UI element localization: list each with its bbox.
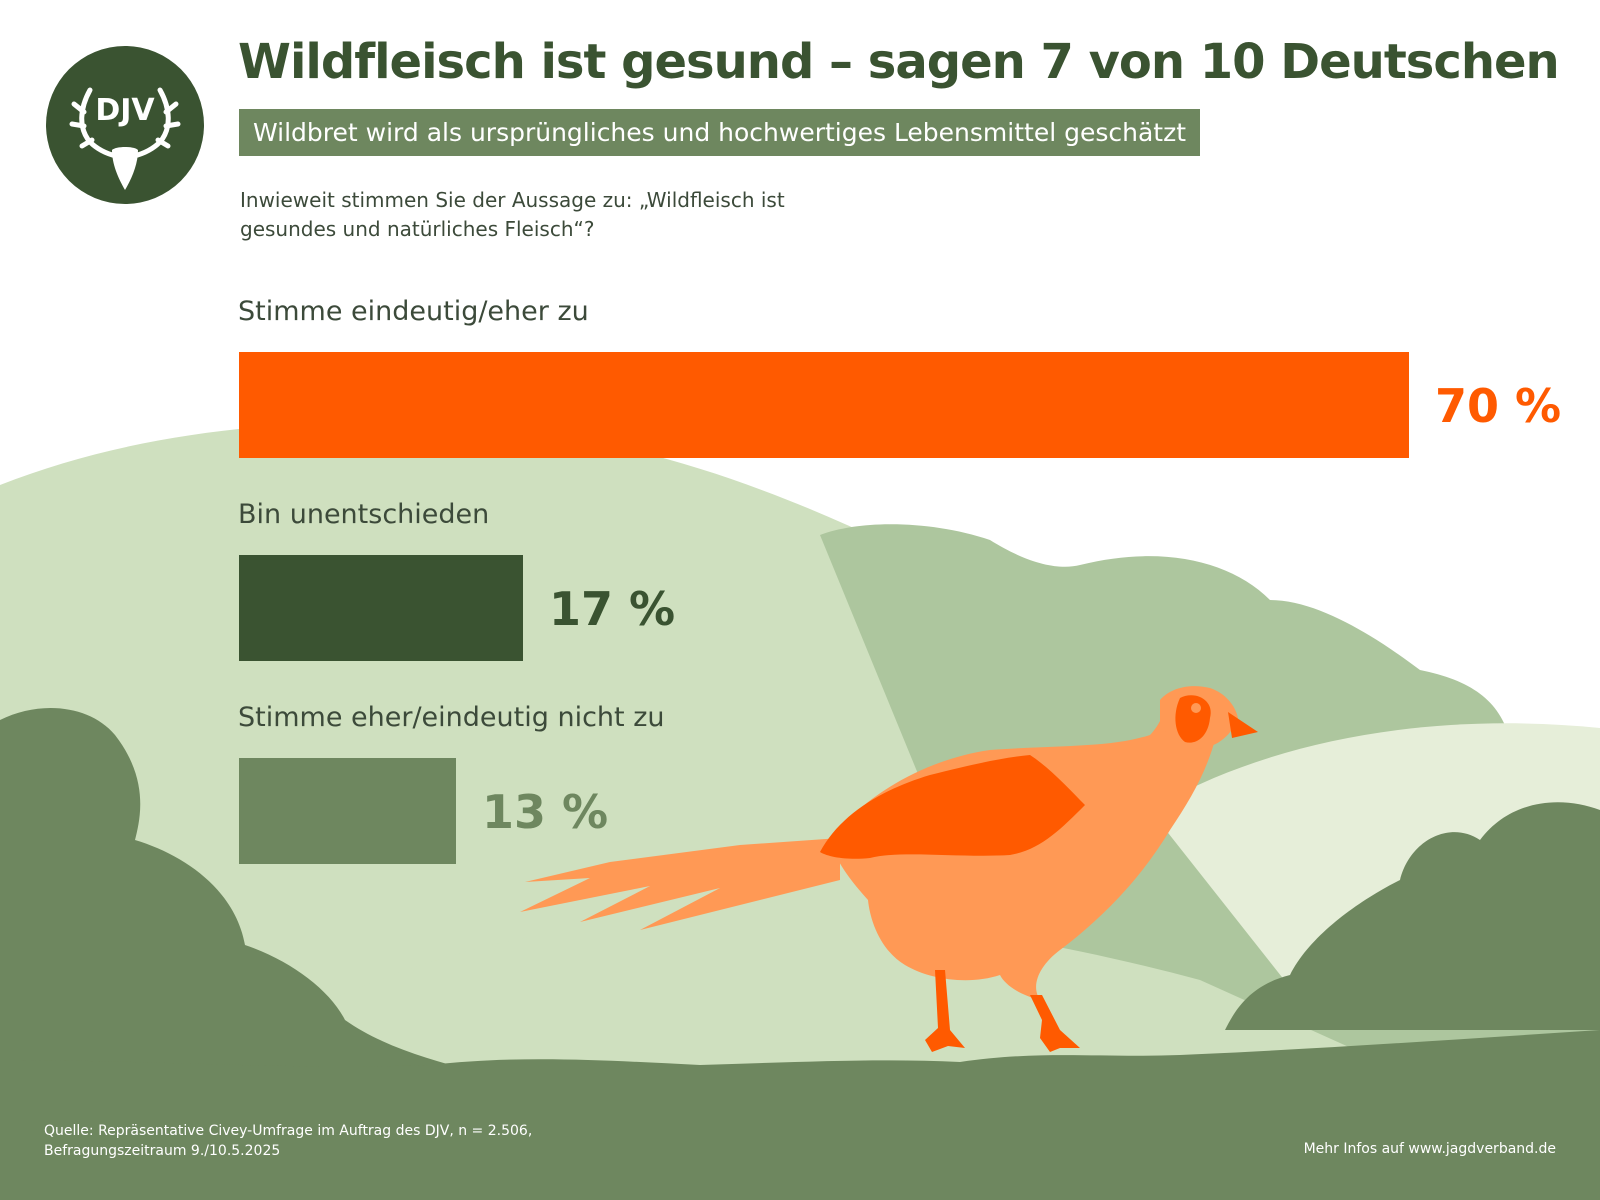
- value-label-disagree: 13 %: [482, 785, 609, 839]
- survey-question: Inwieweit stimmen Sie der Aussage zu: „W…: [240, 188, 785, 241]
- bar-agree: [239, 352, 1409, 458]
- value-label-agree: 70 %: [1435, 379, 1562, 433]
- djv-logo: DJV: [46, 46, 204, 204]
- source-line-1: Quelle: Repräsentative Civey-Umfrage im …: [44, 1123, 533, 1139]
- value-label-undecided: 17 %: [549, 582, 676, 636]
- front-ground: [300, 915, 1400, 1070]
- category-label-agree: Stimme eindeutig/eher zu: [238, 296, 589, 327]
- bottom-ground: [0, 1030, 1600, 1200]
- deer-head-icon: [112, 147, 138, 190]
- logo-text: DJV: [95, 93, 155, 128]
- bar-disagree: [239, 758, 456, 864]
- bar-undecided: [239, 555, 523, 661]
- left-bushes: [0, 708, 470, 1070]
- source-note: Quelle: Repräsentative Civey-Umfrage im …: [44, 1121, 532, 1161]
- category-label-disagree: Stimme eher/eindeutig nicht zu: [238, 702, 665, 733]
- subtitle-banner: Wildbret wird als ursprüngliches und hoc…: [239, 109, 1201, 156]
- page-title: Wildfleisch ist gesund – sagen 7 von 10 …: [238, 34, 1560, 90]
- more-info-link[interactable]: Mehr Infos auf www.jagdverband.de: [1303, 1141, 1556, 1157]
- category-label-undecided: Bin unentschieden: [238, 499, 490, 530]
- source-line-2: Befragungszeitraum 9./10.5.2025: [44, 1143, 281, 1159]
- pheasant-illustration: [520, 686, 1258, 1052]
- right-bushes: [1225, 802, 1600, 1030]
- deer-antler-icon: [69, 87, 181, 159]
